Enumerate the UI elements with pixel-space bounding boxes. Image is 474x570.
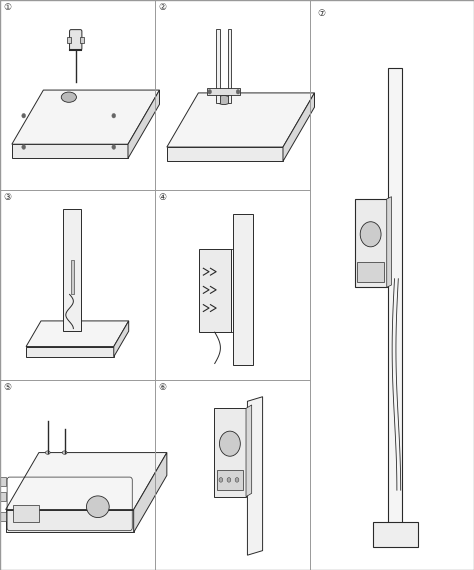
Polygon shape xyxy=(283,93,314,161)
Circle shape xyxy=(360,222,381,247)
Bar xyxy=(0,477,6,486)
Bar xyxy=(13,505,39,522)
Bar xyxy=(0,512,6,521)
Text: ⑤: ⑤ xyxy=(4,383,12,392)
Bar xyxy=(207,88,240,95)
Ellipse shape xyxy=(46,451,50,454)
Bar xyxy=(81,37,84,43)
Bar xyxy=(64,209,82,331)
Polygon shape xyxy=(167,147,283,161)
Bar xyxy=(355,199,387,287)
Bar xyxy=(233,214,253,365)
Bar xyxy=(357,262,384,282)
Polygon shape xyxy=(246,405,252,496)
Circle shape xyxy=(227,478,231,482)
Bar xyxy=(216,28,220,103)
Polygon shape xyxy=(26,347,114,357)
Text: ⑥: ⑥ xyxy=(159,383,167,392)
FancyBboxPatch shape xyxy=(70,30,82,50)
Circle shape xyxy=(236,89,240,94)
Text: ②: ② xyxy=(159,3,167,13)
Circle shape xyxy=(22,113,26,118)
Text: ⑦: ⑦ xyxy=(317,9,325,18)
Polygon shape xyxy=(387,197,392,287)
Polygon shape xyxy=(247,397,263,555)
Polygon shape xyxy=(12,90,159,144)
Bar xyxy=(217,470,243,490)
Circle shape xyxy=(22,145,26,149)
Polygon shape xyxy=(6,453,167,510)
Bar xyxy=(228,28,231,103)
Bar xyxy=(214,408,246,496)
Text: ①: ① xyxy=(4,3,12,13)
Text: ③: ③ xyxy=(4,193,12,202)
Polygon shape xyxy=(6,510,134,532)
Polygon shape xyxy=(128,90,159,158)
Ellipse shape xyxy=(61,92,76,103)
Bar xyxy=(388,68,402,524)
Polygon shape xyxy=(114,321,128,357)
Circle shape xyxy=(235,478,239,482)
Circle shape xyxy=(208,89,211,94)
Bar xyxy=(373,522,418,547)
Bar xyxy=(0,492,6,501)
Ellipse shape xyxy=(86,496,109,518)
Polygon shape xyxy=(12,144,128,158)
Circle shape xyxy=(219,478,223,482)
Polygon shape xyxy=(26,321,128,347)
Ellipse shape xyxy=(217,95,231,105)
Bar xyxy=(71,260,74,295)
Ellipse shape xyxy=(62,451,67,454)
Bar xyxy=(199,250,231,332)
Circle shape xyxy=(219,431,240,456)
Circle shape xyxy=(112,113,116,118)
Bar xyxy=(67,37,71,43)
Circle shape xyxy=(112,145,116,149)
Polygon shape xyxy=(134,453,167,532)
Text: ④: ④ xyxy=(159,193,167,202)
Polygon shape xyxy=(167,93,314,147)
